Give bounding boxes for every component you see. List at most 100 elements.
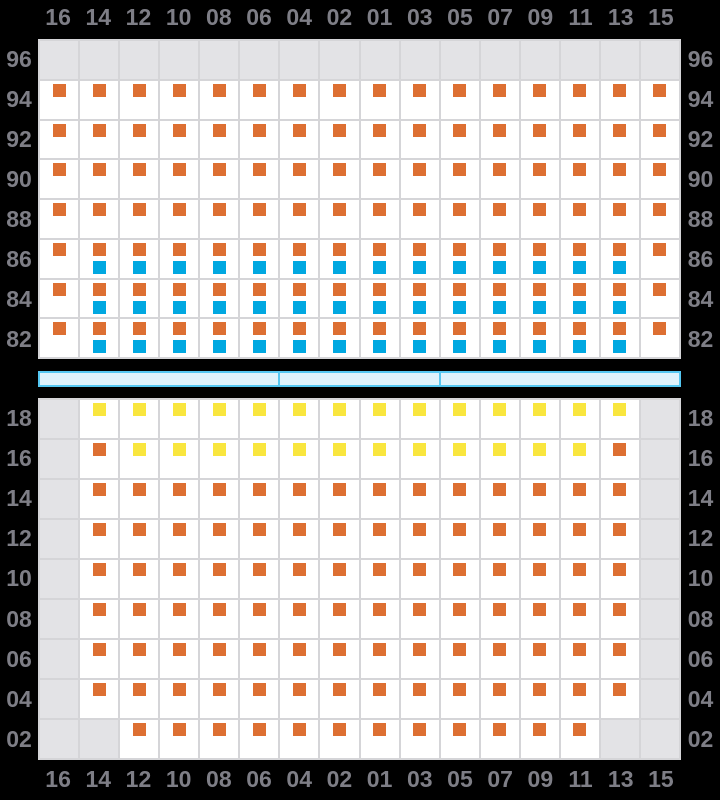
seat-cell[interactable] — [560, 400, 599, 438]
seat-cell[interactable] — [200, 440, 239, 478]
seat-cell[interactable] — [280, 720, 319, 758]
seat-cell[interactable] — [280, 80, 319, 119]
seat-cell[interactable] — [320, 319, 359, 357]
seat-cell[interactable] — [280, 640, 319, 678]
seat-cell[interactable] — [480, 600, 519, 638]
seat-cell[interactable] — [600, 80, 639, 119]
seat-cell[interactable] — [280, 560, 319, 598]
seat-cell[interactable] — [560, 239, 599, 278]
seat-cell[interactable] — [120, 640, 159, 678]
seat-cell[interactable] — [520, 440, 559, 478]
seat-cell[interactable] — [280, 319, 319, 357]
seat-cell[interactable] — [360, 520, 399, 558]
seat-cell[interactable] — [200, 160, 239, 198]
seat-cell[interactable] — [400, 560, 439, 598]
seat-cell[interactable] — [160, 200, 199, 238]
seat-cell[interactable] — [520, 680, 559, 718]
seat-cell[interactable] — [200, 560, 239, 598]
seat-cell[interactable] — [200, 520, 239, 558]
seat-cell[interactable] — [480, 680, 519, 718]
seat-cell[interactable] — [440, 160, 479, 198]
seat-cell[interactable] — [280, 400, 319, 438]
seat-cell[interactable] — [160, 120, 199, 159]
seat-cell[interactable] — [320, 680, 359, 718]
seat-cell[interactable] — [120, 120, 159, 159]
seat-cell[interactable] — [80, 200, 119, 238]
seat-cell[interactable] — [440, 600, 479, 638]
seat-cell[interactable] — [120, 480, 159, 518]
seat-cell[interactable] — [520, 120, 559, 159]
seat-cell[interactable] — [240, 440, 279, 478]
seat-cell[interactable] — [640, 80, 679, 119]
seat-cell[interactable] — [320, 239, 359, 278]
seat-cell[interactable] — [200, 80, 239, 119]
seat-cell[interactable] — [80, 239, 119, 278]
seat-cell[interactable] — [80, 319, 119, 357]
seat-cell[interactable] — [200, 319, 239, 357]
seat-cell[interactable] — [600, 480, 639, 518]
seat-cell[interactable] — [400, 160, 439, 198]
seat-cell[interactable] — [240, 720, 279, 758]
seat-cell[interactable] — [120, 239, 159, 278]
seat-cell[interactable] — [560, 720, 599, 758]
seat-cell[interactable] — [480, 400, 519, 438]
seat-cell[interactable] — [560, 160, 599, 198]
seat-cell[interactable] — [240, 160, 279, 198]
seat-cell[interactable] — [360, 440, 399, 478]
seat-cell[interactable] — [40, 319, 79, 357]
seat-cell[interactable] — [520, 560, 559, 598]
seat-cell[interactable] — [200, 640, 239, 678]
seat-cell[interactable] — [80, 480, 119, 518]
seat-cell[interactable] — [560, 680, 599, 718]
seat-cell[interactable] — [560, 600, 599, 638]
seat-cell[interactable] — [120, 520, 159, 558]
seat-cell[interactable] — [240, 279, 279, 318]
seat-cell[interactable] — [440, 640, 479, 678]
seat-cell[interactable] — [200, 600, 239, 638]
seat-cell[interactable] — [520, 80, 559, 119]
seat-cell[interactable] — [80, 600, 119, 638]
seat-cell[interactable] — [360, 80, 399, 119]
seat-cell[interactable] — [80, 279, 119, 318]
seat-cell[interactable] — [200, 680, 239, 718]
seat-cell[interactable] — [360, 400, 399, 438]
seat-cell[interactable] — [40, 160, 79, 198]
seat-cell[interactable] — [80, 680, 119, 718]
seat-cell[interactable] — [640, 319, 679, 357]
seat-cell[interactable] — [640, 160, 679, 198]
seat-cell[interactable] — [120, 720, 159, 758]
seat-cell[interactable] — [600, 440, 639, 478]
seat-cell[interactable] — [80, 440, 119, 478]
seat-cell[interactable] — [600, 279, 639, 318]
seat-cell[interactable] — [240, 120, 279, 159]
seat-cell[interactable] — [520, 319, 559, 357]
seat-cell[interactable] — [480, 80, 519, 119]
seat-cell[interactable] — [320, 120, 359, 159]
seat-cell[interactable] — [520, 160, 559, 198]
seat-cell[interactable] — [520, 520, 559, 558]
seat-cell[interactable] — [600, 120, 639, 159]
seat-cell[interactable] — [400, 480, 439, 518]
seat-cell[interactable] — [560, 200, 599, 238]
seat-cell[interactable] — [560, 480, 599, 518]
seat-cell[interactable] — [400, 319, 439, 357]
seat-cell[interactable] — [560, 440, 599, 478]
seat-cell[interactable] — [640, 279, 679, 318]
seat-cell[interactable] — [280, 239, 319, 278]
seat-cell[interactable] — [40, 120, 79, 159]
seat-cell[interactable] — [320, 200, 359, 238]
seat-cell[interactable] — [160, 239, 199, 278]
seat-cell[interactable] — [320, 80, 359, 119]
seat-cell[interactable] — [240, 480, 279, 518]
seat-cell[interactable] — [520, 200, 559, 238]
seat-cell[interactable] — [120, 400, 159, 438]
seat-cell[interactable] — [600, 640, 639, 678]
seat-cell[interactable] — [440, 120, 479, 159]
seat-cell[interactable] — [520, 239, 559, 278]
seat-cell[interactable] — [400, 400, 439, 438]
seat-cell[interactable] — [400, 640, 439, 678]
seat-cell[interactable] — [320, 600, 359, 638]
seat-cell[interactable] — [520, 600, 559, 638]
seat-cell[interactable] — [320, 720, 359, 758]
seat-cell[interactable] — [360, 480, 399, 518]
